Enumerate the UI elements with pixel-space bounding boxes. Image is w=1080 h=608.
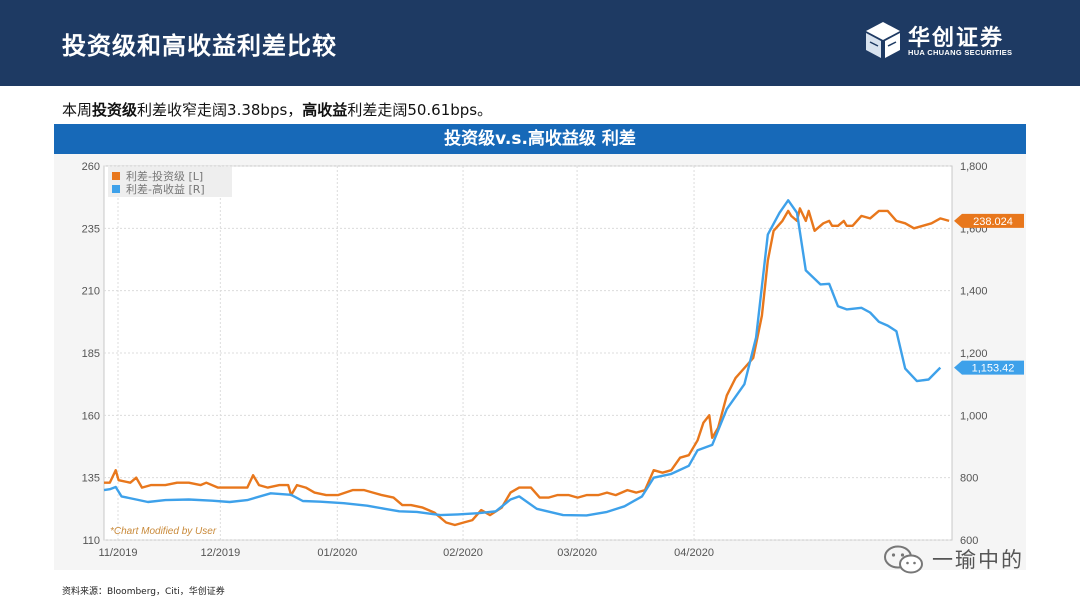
page-header: 投资级和高收益利差比较 华创证券 HUA CHUANG SECURITIES [0, 0, 1080, 86]
summary-text: 本周投资级利差收窄走阔3.38bps，高收益利差走阔50.61bps。 [62, 99, 492, 120]
logo-subtitle: HUA CHUANG SECURITIES [908, 48, 1013, 57]
chart-panel: 投资级v.s.高收益级 利差 110 600 135 800 160 1,000 185 1,… [54, 124, 1026, 570]
y-right-tick-label: 1,000 [960, 410, 988, 422]
y-left-tick-label: 185 [82, 348, 100, 360]
last-value-tag-shape [954, 360, 1024, 375]
y-left-tick-label: 135 [82, 473, 100, 485]
y-left-tick-label: 235 [82, 223, 100, 235]
y-right-tick-label: 600 [960, 535, 978, 547]
legend-label: 利差-投资级 [L] [126, 169, 203, 183]
watermark: 一瑜中的 [882, 540, 1052, 580]
page-title: 投资级和高收益利差比较 [62, 32, 337, 60]
y-left-tick-label: 210 [82, 286, 100, 298]
source-note: 资料来源：Bloomberg，Citi，华创证券 [62, 587, 225, 597]
chart-annotation: *Chart Modified by User [110, 526, 217, 537]
y-left-tick-label: 160 [82, 410, 100, 422]
chart-title: 投资级v.s.高收益级 利差 [54, 124, 1026, 154]
x-tick-label: 11/2019 [99, 547, 138, 559]
last-value-tag-shape [954, 213, 1024, 228]
series-line-high-yield [103, 199, 942, 517]
y-right-tick-label: 1,400 [960, 286, 988, 298]
y-right-tick-label: 1,800 [960, 161, 988, 173]
summary-part: 利差走阔50.61bps。 [347, 101, 493, 119]
x-tick-label: 12/2019 [200, 547, 240, 559]
y-left-tick-label: 260 [82, 161, 100, 173]
watermark-text: 一瑜中的 [932, 548, 1024, 572]
legend-swatch [112, 185, 120, 193]
spread-chart: 110 600 135 800 160 1,000 185 1,200 210 1,400 235 1… [82, 161, 1024, 559]
x-tick-label: 01/2020 [317, 547, 357, 559]
summary-emphasis-ig: 投资级 [92, 101, 138, 119]
x-tick-label: 04/2020 [674, 547, 714, 559]
logo-name: 华创证券 [908, 26, 1005, 51]
x-tick-label: 03/2020 [557, 547, 597, 559]
last-value-tag-investment-grade: 238.024 [954, 213, 1024, 228]
y-right-tick-label: 1,200 [960, 348, 988, 360]
company-logo: 华创证券 HUA CHUANG SECURITIES [864, 20, 1034, 64]
wechat-icon [884, 545, 923, 574]
summary-part: 本周 [62, 101, 93, 119]
y-right-tick-label: 800 [960, 473, 978, 485]
legend-label: 利差-高收益 [R] [126, 182, 205, 196]
legend-box [108, 167, 232, 197]
x-tick-label: 02/2020 [443, 547, 483, 559]
series-line-investment-grade [104, 207, 950, 527]
summary-emphasis-hy: 高收益 [302, 101, 348, 119]
legend-swatch [112, 172, 120, 180]
logo-cube-icon [866, 22, 900, 58]
last-value-tag-text: 238.024 [973, 216, 1013, 228]
y-left-tick-label: 110 [82, 535, 100, 547]
last-value-tag-text: 1,153.42 [972, 363, 1015, 375]
last-value-tag-high-yield: 1,153.42 [954, 360, 1024, 375]
summary-part: 利差收窄走阔3.38bps， [137, 101, 303, 119]
